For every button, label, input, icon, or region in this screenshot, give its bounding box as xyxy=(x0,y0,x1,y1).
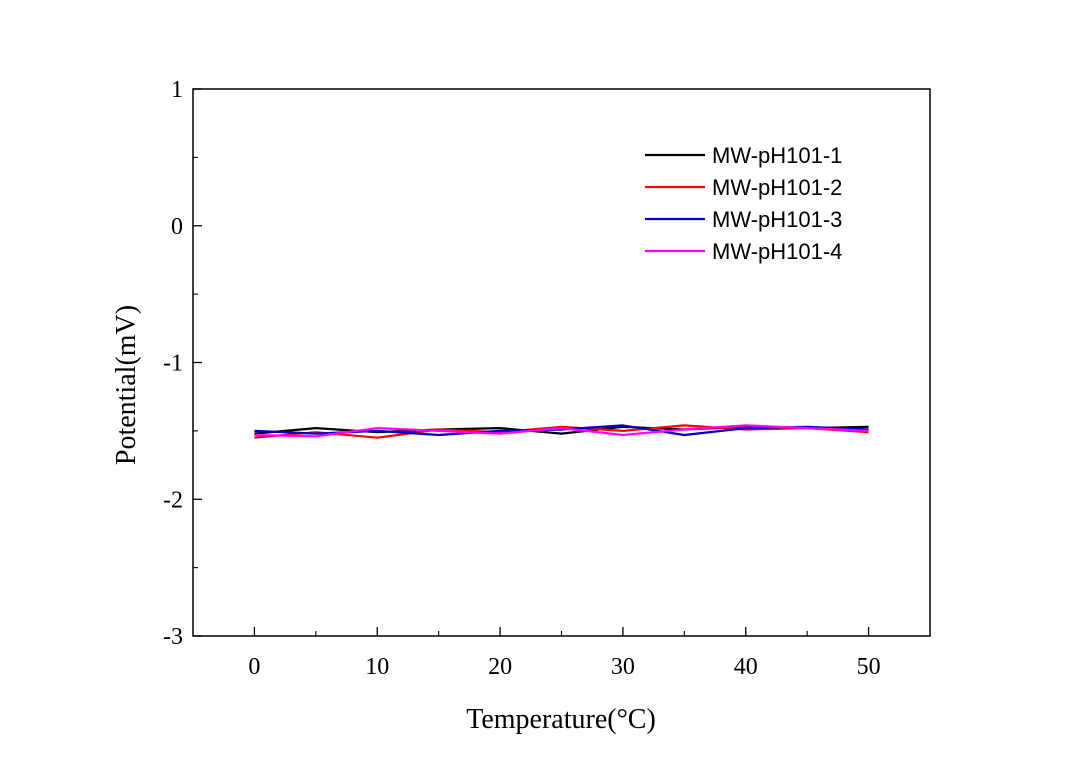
y-tick-label: 0 xyxy=(171,214,183,240)
x-tick-label: 40 xyxy=(734,654,758,680)
y-tick-label: -3 xyxy=(163,624,183,650)
x-tick-label: 0 xyxy=(248,654,260,680)
axis-ticks: 0 10 20 30 40 50 -3 -2 -1 0 1 xyxy=(163,77,881,680)
y-tick-label: -1 xyxy=(163,351,183,377)
plot-frame xyxy=(192,88,931,637)
series-line-2 xyxy=(254,424,869,439)
x-tick-label: 20 xyxy=(488,654,512,680)
legend-label: MW-pH101-3 xyxy=(712,207,842,232)
legend: MW-pH101-1 MW-pH101-2 MW-pH101-3 MW-pH101-4 xyxy=(645,143,842,264)
y-axis-label: Potential(mV) xyxy=(111,305,142,465)
legend-label: MW-pH101-2 xyxy=(712,175,842,200)
x-axis-label: Temperature(°C) xyxy=(466,704,656,735)
x-tick-label: 10 xyxy=(365,654,389,680)
series-lines xyxy=(254,424,869,439)
x-tick-label: 50 xyxy=(857,654,881,680)
y-tick-label: -2 xyxy=(163,487,183,513)
legend-label: MW-pH101-4 xyxy=(712,239,842,264)
y-tick-label: 1 xyxy=(171,77,183,103)
series-line-4 xyxy=(254,424,869,438)
legend-label: MW-pH101-1 xyxy=(712,143,842,168)
x-tick-label: 30 xyxy=(611,654,635,680)
